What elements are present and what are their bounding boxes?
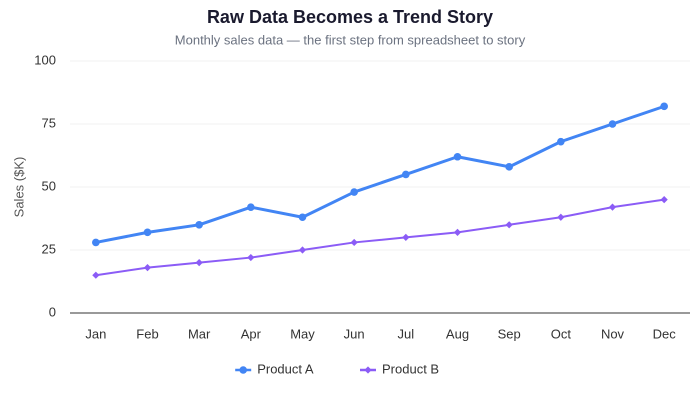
data-point xyxy=(350,238,358,247)
data-point xyxy=(247,253,255,262)
y-tick-label: 0 xyxy=(49,304,56,319)
data-point xyxy=(195,221,203,229)
data-point xyxy=(298,213,307,222)
legend-marker xyxy=(239,366,247,374)
data-point xyxy=(298,246,307,254)
data-point xyxy=(608,203,617,211)
x-tick-label: Jun xyxy=(344,326,365,341)
data-point xyxy=(143,228,152,237)
x-tick-label: Jan xyxy=(85,326,106,341)
x-tick-label: Jul xyxy=(398,326,415,341)
data-point xyxy=(143,264,152,272)
data-point xyxy=(660,102,668,111)
x-tick-label: Feb xyxy=(136,326,158,341)
data-point xyxy=(350,188,358,196)
data-point xyxy=(402,233,410,241)
legend-marker xyxy=(364,366,372,374)
x-tick-label: Aug xyxy=(446,326,469,341)
data-point xyxy=(557,137,565,146)
data-point xyxy=(402,170,410,179)
y-tick-label: 75 xyxy=(42,115,56,130)
data-point xyxy=(453,228,462,236)
legend-label: Product B xyxy=(382,361,439,376)
data-point xyxy=(660,196,668,204)
data-point xyxy=(195,259,203,267)
data-point xyxy=(505,163,513,171)
data-point xyxy=(453,152,462,161)
chart-subtitle: Monthly sales data — the first step from… xyxy=(175,32,526,47)
x-tick-label: Nov xyxy=(601,326,625,341)
y-tick-label: 100 xyxy=(34,52,56,67)
y-axis-title: Sales ($K) xyxy=(11,157,26,218)
data-point xyxy=(92,238,100,247)
chart-title: Raw Data Becomes a Trend Story xyxy=(207,7,493,27)
x-tick-label: Sep xyxy=(498,326,521,341)
data-point xyxy=(92,271,100,279)
x-tick-label: May xyxy=(290,326,315,341)
x-tick-label: Oct xyxy=(551,326,572,341)
legend-label: Product A xyxy=(257,361,314,376)
data-point xyxy=(505,221,513,229)
data-point xyxy=(608,120,617,128)
series-line xyxy=(95,104,665,244)
y-tick-label: 50 xyxy=(42,178,56,193)
data-point xyxy=(557,213,565,221)
series-line xyxy=(95,198,665,277)
data-point xyxy=(247,203,255,211)
x-tick-label: Mar xyxy=(188,326,211,341)
y-tick-label: 25 xyxy=(42,241,56,256)
x-tick-label: Apr xyxy=(241,326,262,341)
x-tick-label: Dec xyxy=(653,326,677,341)
